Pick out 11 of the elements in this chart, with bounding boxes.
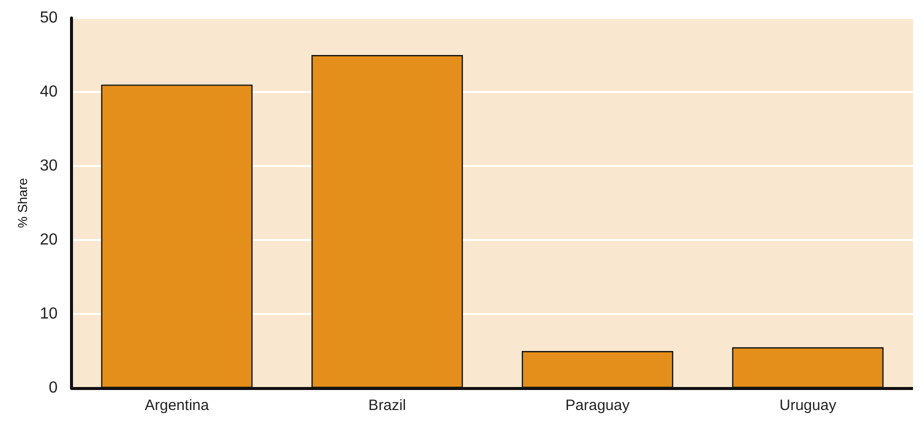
x-tick-label: Brazil [368, 397, 406, 414]
y-tick-label: 30 [40, 158, 58, 174]
y-axis-title: % Share [15, 178, 30, 228]
y-tick-label: 10 [40, 306, 58, 322]
y-tick-label: 20 [40, 232, 58, 248]
x-tick-label: Paraguay [565, 397, 630, 414]
y-tick-label: 0 [48, 380, 58, 396]
y-tick-label: 50 [40, 10, 58, 26]
x-tick-label: Argentina [144, 397, 210, 414]
y-tick-label: 40 [40, 84, 58, 100]
x-tick-label: Uruguay [779, 397, 837, 414]
